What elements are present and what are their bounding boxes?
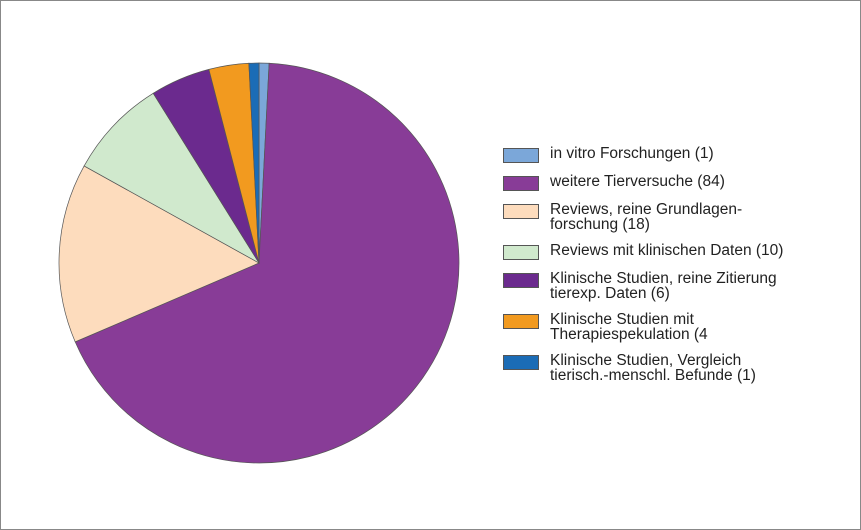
legend-label: Klinische Studien, reine Zitierung tiere… xyxy=(550,270,777,302)
pie-slice xyxy=(74,62,460,464)
legend-item: Klinische Studien, reine Zitierung tiere… xyxy=(503,271,783,301)
pie-slice xyxy=(83,92,261,264)
legend-swatch xyxy=(503,273,539,288)
legend-item: Reviews, reine Grundlagen- forschung (18… xyxy=(503,202,783,232)
legend-item: weitere Tierversuche (84) xyxy=(503,174,783,191)
legend-item: Klinische Studien mit Therapiespekulatio… xyxy=(503,312,783,342)
legend-label: Klinische Studien mit Therapiespekulatio… xyxy=(550,311,708,343)
legend-swatch xyxy=(503,314,539,329)
legend-swatch xyxy=(503,204,539,219)
legend-item: Klinische Studien, Vergleich tierisch.-m… xyxy=(503,353,783,383)
legend-label: Reviews, reine Grundlagen- forschung (18… xyxy=(550,201,743,233)
legend-item: Reviews mit klinischen Daten (10) xyxy=(503,243,783,260)
legend-label: in vitro Forschungen (1) xyxy=(550,145,714,162)
legend-swatch xyxy=(503,176,539,191)
legend-swatch xyxy=(503,148,539,163)
legend: in vitro Forschungen (1) weitere Tiervers… xyxy=(503,146,783,383)
legend-item: in vitro Forschungen (1) xyxy=(503,146,783,163)
legend-swatch xyxy=(503,245,539,260)
legend-label: Klinische Studien, Vergleich tierisch.-m… xyxy=(550,352,756,384)
legend-label: Reviews mit klinischen Daten (10) xyxy=(550,242,784,259)
legend-swatch xyxy=(503,355,539,370)
legend-label: weitere Tierversuche (84) xyxy=(550,173,725,190)
pie-slice xyxy=(58,165,260,343)
pie-slice xyxy=(248,62,260,264)
